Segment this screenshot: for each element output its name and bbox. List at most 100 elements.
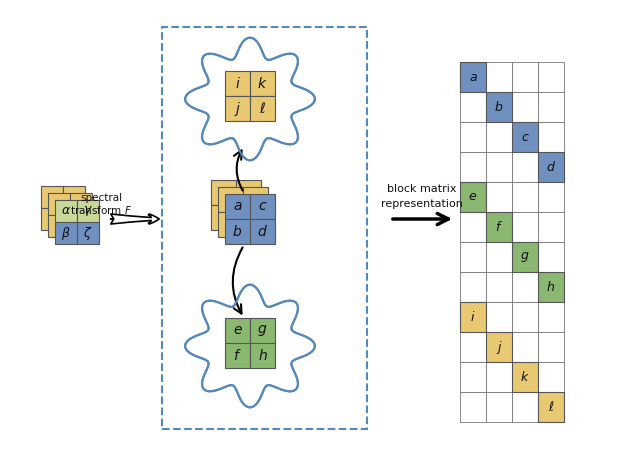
Bar <box>460 182 486 212</box>
FancyBboxPatch shape <box>538 272 564 302</box>
FancyBboxPatch shape <box>250 343 275 368</box>
Bar <box>460 302 486 332</box>
Bar <box>41 186 63 208</box>
Bar <box>460 332 486 362</box>
Bar <box>512 362 538 392</box>
FancyBboxPatch shape <box>250 96 275 121</box>
Text: $i$: $i$ <box>470 310 476 324</box>
Bar <box>218 187 243 212</box>
Text: $\alpha$: $\alpha$ <box>61 204 71 217</box>
Bar <box>538 272 564 302</box>
Bar <box>512 122 538 152</box>
Bar <box>460 62 486 92</box>
FancyBboxPatch shape <box>538 392 564 422</box>
FancyBboxPatch shape <box>225 71 250 96</box>
Text: spectral: spectral <box>80 193 122 203</box>
Bar <box>538 152 564 182</box>
Bar <box>538 362 564 392</box>
Text: $\ell$: $\ell$ <box>259 101 266 116</box>
Bar <box>512 212 538 242</box>
Text: $\ell$: $\ell$ <box>548 400 554 414</box>
Bar <box>460 242 486 272</box>
Bar <box>460 92 486 122</box>
Bar <box>460 362 486 392</box>
Text: $\zeta$: $\zeta$ <box>83 224 93 242</box>
Text: block matrix: block matrix <box>387 184 457 194</box>
Bar <box>486 272 512 302</box>
Bar <box>512 62 538 92</box>
Bar <box>460 212 486 242</box>
Bar <box>70 215 92 237</box>
FancyBboxPatch shape <box>512 362 538 392</box>
Bar <box>538 392 564 422</box>
Text: $a$: $a$ <box>233 199 242 213</box>
Bar <box>512 182 538 212</box>
FancyBboxPatch shape <box>250 318 275 343</box>
Bar <box>512 92 538 122</box>
FancyBboxPatch shape <box>225 343 250 368</box>
Bar <box>512 392 538 422</box>
Text: $\gamma$: $\gamma$ <box>83 204 93 218</box>
Bar <box>486 182 512 212</box>
Bar <box>460 122 486 152</box>
FancyBboxPatch shape <box>225 318 250 343</box>
Text: $d$: $d$ <box>546 160 556 174</box>
Text: $c$: $c$ <box>258 199 267 213</box>
FancyBboxPatch shape <box>250 71 275 96</box>
Bar <box>486 62 512 92</box>
Text: $f$: $f$ <box>495 220 503 234</box>
Text: $k$: $k$ <box>257 76 268 91</box>
Text: $d$: $d$ <box>257 224 268 239</box>
FancyBboxPatch shape <box>512 122 538 152</box>
FancyBboxPatch shape <box>55 222 77 244</box>
Text: $j$: $j$ <box>495 339 502 355</box>
Text: $h$: $h$ <box>258 348 267 363</box>
Bar <box>218 212 243 237</box>
FancyBboxPatch shape <box>250 194 275 219</box>
Bar <box>41 208 63 230</box>
Text: $i$: $i$ <box>234 76 240 91</box>
Bar <box>512 242 538 272</box>
Bar <box>486 362 512 392</box>
Bar <box>538 242 564 272</box>
Bar <box>243 187 268 212</box>
FancyBboxPatch shape <box>225 194 250 219</box>
Bar <box>538 212 564 242</box>
Bar <box>486 212 512 242</box>
Bar <box>236 180 261 205</box>
Bar <box>48 215 70 237</box>
Text: $c$: $c$ <box>521 130 530 143</box>
Text: $e$: $e$ <box>233 324 243 337</box>
Bar <box>486 302 512 332</box>
Text: $j$: $j$ <box>234 99 241 118</box>
Bar <box>538 62 564 92</box>
Bar <box>512 332 538 362</box>
Text: $a$: $a$ <box>468 70 477 84</box>
Bar <box>486 242 512 272</box>
Bar <box>70 193 92 215</box>
Bar <box>63 208 85 230</box>
Bar <box>486 92 512 122</box>
FancyBboxPatch shape <box>250 219 275 244</box>
Text: $b$: $b$ <box>494 100 504 114</box>
Bar <box>538 332 564 362</box>
Text: transform $F$: transform $F$ <box>70 204 132 216</box>
Text: $k$: $k$ <box>520 370 530 384</box>
Bar <box>512 272 538 302</box>
Bar <box>486 122 512 152</box>
Bar <box>486 332 512 362</box>
FancyBboxPatch shape <box>77 222 99 244</box>
Polygon shape <box>185 38 315 160</box>
Text: $\beta$: $\beta$ <box>61 224 71 242</box>
FancyBboxPatch shape <box>225 219 250 244</box>
Bar <box>243 212 268 237</box>
FancyBboxPatch shape <box>460 182 486 212</box>
FancyBboxPatch shape <box>486 332 512 362</box>
FancyBboxPatch shape <box>538 152 564 182</box>
Text: $g$: $g$ <box>520 250 530 264</box>
Text: $f$: $f$ <box>233 348 242 363</box>
Bar <box>211 180 236 205</box>
Bar <box>63 186 85 208</box>
FancyBboxPatch shape <box>460 302 486 332</box>
Bar <box>486 392 512 422</box>
